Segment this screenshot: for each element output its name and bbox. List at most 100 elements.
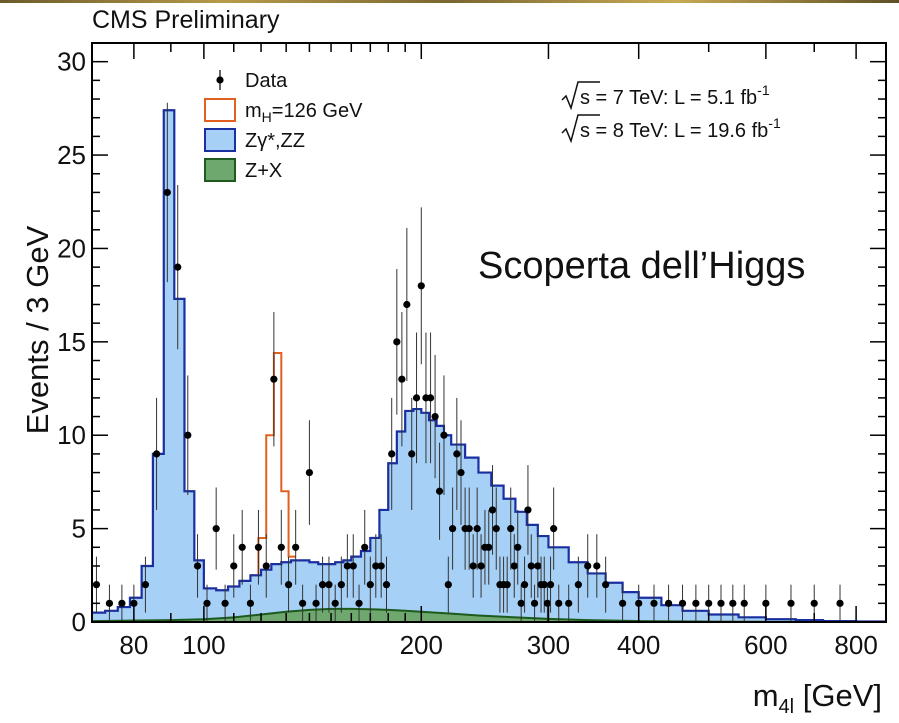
data-point bbox=[469, 562, 477, 570]
top-decorative-strip bbox=[0, 0, 899, 3]
data-point bbox=[619, 599, 627, 607]
overlay-title: Scoperta dell’Higgs bbox=[478, 245, 805, 287]
data-point bbox=[163, 188, 171, 197]
signal-line bbox=[250, 352, 296, 577]
data-point bbox=[366, 581, 374, 589]
data-point bbox=[787, 599, 795, 607]
data-point bbox=[705, 599, 713, 607]
lumi-sqrt-s-2: s bbox=[580, 120, 590, 142]
data-point bbox=[565, 599, 573, 607]
data-point bbox=[485, 543, 493, 551]
data-point bbox=[492, 525, 500, 533]
lumi-text-1: = 7 TeV: L = 5.1 fb bbox=[590, 87, 757, 109]
data-point bbox=[212, 525, 220, 533]
data-point bbox=[292, 543, 300, 551]
data-points bbox=[92, 102, 844, 622]
data-point bbox=[141, 581, 150, 589]
data-point bbox=[184, 431, 192, 439]
y-axis-title: Events / 3 GeV bbox=[20, 225, 55, 434]
data-point bbox=[118, 599, 126, 607]
data-point bbox=[230, 562, 238, 570]
axes: 0 5 10 15 20 25 30 80 100 200 300 400 600 800 bbox=[57, 42, 887, 660]
x-axis-title: m4l [GeV] bbox=[753, 678, 882, 718]
data-point bbox=[473, 525, 481, 533]
data-point bbox=[221, 599, 229, 607]
x-tick-label: 400 bbox=[617, 630, 660, 660]
data-point bbox=[692, 599, 700, 607]
data-point bbox=[527, 562, 535, 570]
data-point bbox=[318, 581, 327, 589]
svg-text:s = 8 TeV: L = 19.6 fb-1: s = 8 TeV: L = 19.6 fb-1 bbox=[580, 115, 781, 142]
data-point bbox=[388, 450, 396, 458]
data-point bbox=[403, 300, 411, 309]
data-point bbox=[408, 450, 416, 458]
lumi-sup-1: -1 bbox=[757, 82, 770, 98]
data-point bbox=[440, 431, 448, 439]
data-point bbox=[664, 599, 673, 607]
legend-data-marker bbox=[216, 76, 224, 84]
lumi-label-7tev: s = 7 TeV: L = 5.1 fb-1 bbox=[561, 81, 770, 111]
data-point bbox=[540, 581, 548, 589]
data-point bbox=[593, 562, 601, 570]
data-point bbox=[514, 543, 522, 551]
data-point bbox=[546, 581, 555, 589]
data-point bbox=[543, 599, 552, 607]
data-point bbox=[507, 525, 515, 533]
data-point bbox=[262, 562, 270, 570]
x-tick-label: 80 bbox=[119, 630, 148, 660]
data-point bbox=[337, 581, 345, 589]
data-point bbox=[299, 599, 307, 607]
data-point bbox=[520, 581, 529, 589]
data-point bbox=[836, 599, 844, 607]
data-point bbox=[524, 506, 532, 514]
data-point bbox=[453, 450, 461, 458]
y-tick-label: 20 bbox=[57, 233, 86, 263]
data-point bbox=[517, 599, 525, 607]
data-point bbox=[426, 394, 435, 402]
x-tick-label: 200 bbox=[400, 630, 443, 660]
data-point bbox=[457, 468, 465, 477]
x-axis-title-unit: [GeV] bbox=[794, 678, 882, 713]
y-tick-label: 30 bbox=[57, 47, 86, 77]
data-point bbox=[305, 468, 314, 477]
data-point bbox=[277, 543, 285, 551]
data-point bbox=[555, 599, 563, 607]
data-point bbox=[174, 263, 182, 271]
data-point bbox=[449, 525, 457, 533]
data-point bbox=[193, 562, 202, 570]
data-point bbox=[355, 599, 363, 607]
legend-fill-swatch bbox=[204, 128, 236, 152]
x-axis-title-sub: 4l bbox=[779, 696, 795, 718]
legend-fill-swatch bbox=[204, 158, 236, 182]
data-point bbox=[465, 525, 473, 533]
legend-label: mH=126 GeV bbox=[245, 100, 363, 125]
data-point bbox=[574, 581, 582, 589]
data-point bbox=[349, 562, 357, 570]
data-point bbox=[417, 282, 425, 290]
y-tick-label: 25 bbox=[57, 140, 86, 170]
svg-text:s = 7 TeV: L = 5.1 fb-1: s = 7 TeV: L = 5.1 fb-1 bbox=[580, 82, 770, 109]
data-point bbox=[270, 375, 278, 383]
data-point bbox=[412, 394, 421, 402]
sqrt-symbol-1 bbox=[561, 81, 600, 111]
legend-signal-swatch bbox=[204, 98, 236, 122]
x-axis-title-main: m bbox=[753, 678, 779, 713]
data-point bbox=[729, 599, 737, 607]
data-point bbox=[435, 487, 444, 495]
data-point bbox=[254, 543, 263, 551]
data-point bbox=[534, 562, 542, 570]
data-point bbox=[530, 599, 539, 607]
data-point bbox=[312, 599, 320, 607]
data-point bbox=[635, 599, 643, 607]
data-point bbox=[372, 562, 380, 570]
data-point bbox=[810, 599, 818, 607]
y-tick-label: 5 bbox=[72, 514, 86, 544]
data-point bbox=[477, 562, 485, 570]
data-point bbox=[510, 562, 518, 570]
legend-label: Data bbox=[245, 70, 288, 92]
data-point bbox=[325, 581, 333, 589]
data-point bbox=[584, 562, 592, 570]
data-point bbox=[331, 599, 339, 607]
x-tick-label: 100 bbox=[182, 630, 225, 660]
data-point bbox=[602, 581, 610, 589]
